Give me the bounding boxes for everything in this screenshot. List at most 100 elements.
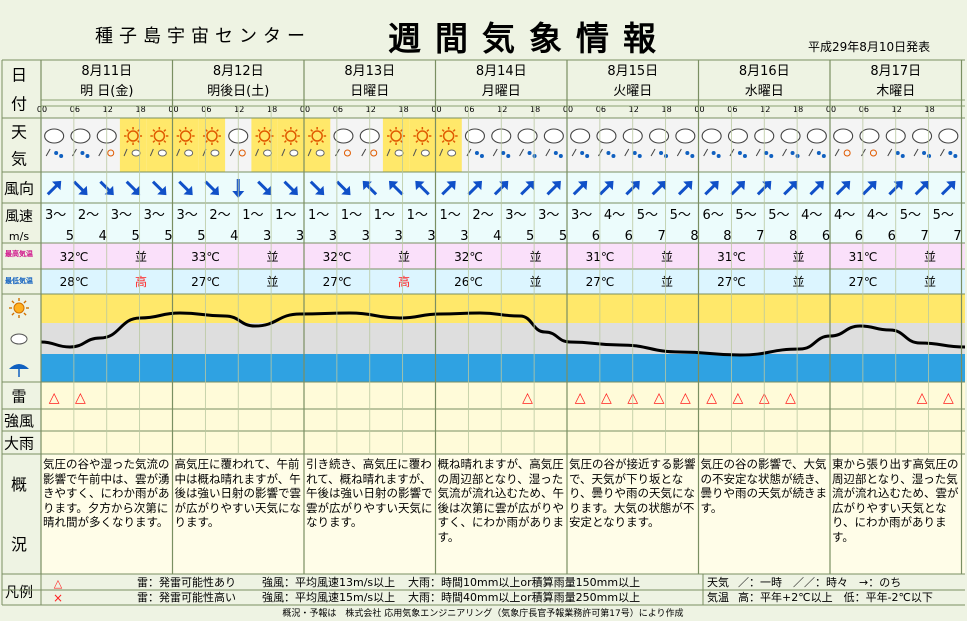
wind-speed-min: 1～ [341, 208, 362, 223]
wind-arrow-icon [309, 180, 325, 196]
hour-label: 18 [530, 105, 540, 114]
sky-condition-curve [40, 311, 966, 357]
overview-block: 気圧の谷が接近する影響で、天気が下り坂となり、曇りや雨の天気になります。大気の状… [569, 457, 696, 529]
cloud-rain-icon [570, 128, 591, 158]
wind-speed-max: 5 [131, 229, 139, 244]
heavy-row-bg [41, 431, 965, 454]
row-label-strong: 強風 [4, 412, 34, 430]
max-temp-eval: 並 [135, 250, 147, 264]
wind-speed-min: 1～ [242, 208, 263, 223]
rain-row-bg [41, 354, 965, 382]
wind-speed-max: 8 [723, 229, 731, 244]
wind-arrow-icon [467, 180, 483, 196]
max-temp-eval: 並 [792, 250, 804, 264]
max-temp-eval: 並 [529, 250, 541, 264]
wind-speed-min: 2～ [472, 208, 493, 223]
wind-speed-max: 7 [920, 229, 928, 244]
sun-band-icon [9, 298, 29, 318]
wind-speed-max: 6 [888, 229, 896, 244]
hour-label: 06 [333, 105, 343, 114]
wind-arrow-icon [599, 180, 614, 196]
legend-wind-2: 強風：平均風速15m/s以上 [262, 591, 395, 604]
wind-speed-max: 8 [690, 229, 698, 244]
cloud-rain-icon [701, 128, 722, 158]
wind-speed-max: 3 [427, 229, 435, 244]
temp-label: 最低気温 [5, 276, 33, 285]
day-weekday: 明 日(金) [80, 83, 133, 99]
wind-speed-max: 6 [855, 229, 863, 244]
wind-arrow-icon [125, 180, 141, 196]
hour-label: 00 [694, 105, 704, 114]
min-temp-eval: 高 [398, 274, 410, 289]
wind-arrow-icon [783, 180, 798, 196]
lightning-mark: △ [917, 390, 928, 406]
wind-arrow-icon [520, 180, 535, 196]
row-label-wind: 風向 [4, 180, 34, 198]
wind-speed-max: 5 [197, 229, 205, 244]
wind-arrow-icon [336, 180, 351, 196]
min-temp-eval: 並 [266, 275, 278, 289]
wind-speed-max: 8 [789, 229, 797, 244]
lightning-mark: △ [575, 390, 586, 406]
legend-cross: × [53, 591, 63, 605]
row-label-thunder: 雷 [11, 388, 26, 406]
max-temp-eval: 並 [398, 250, 410, 264]
row-label-heavy: 大雨 [4, 435, 34, 453]
wind-arrow-icon [283, 180, 298, 196]
wind-speed-max: 4 [493, 229, 501, 244]
cloud-rain-icon [44, 128, 65, 158]
overview-block: 引き続き、高気圧に覆われて、概ね晴れますが、午後は強い日射の影響で雲が広がりやす… [306, 457, 433, 530]
wind-speed-min: 4～ [867, 208, 888, 223]
sun-icon [146, 118, 173, 172]
wind-arrow-icon [730, 180, 746, 196]
wind-speed-min: 1～ [440, 208, 461, 223]
min-temp-eval: 並 [529, 275, 541, 289]
legend-temp-key: 気温 [707, 590, 729, 604]
wind-speed-min: 5～ [670, 208, 691, 223]
wind-speed-max: 4 [230, 229, 238, 244]
wind-speed-min: 4～ [801, 208, 822, 223]
wind-speed-max: 6 [822, 229, 830, 244]
min-temp-eval: 並 [924, 275, 936, 289]
wind-speed-max: 4 [99, 229, 107, 244]
sun-icon [435, 118, 462, 172]
wind-arrow-icon [677, 180, 693, 196]
issued-date: 平成29年8月10日発表 [808, 40, 931, 54]
overview-block: 気圧の谷の影響で、大気の不安定な状態が続き、曇りや雨の天気が続きます。 [701, 457, 828, 515]
wind-arrow-icon [704, 180, 719, 196]
day-date: 8月11日 [81, 64, 132, 79]
wind-speed-max: 6 [625, 229, 633, 244]
hour-label: 12 [366, 105, 376, 114]
sun-icon [172, 118, 199, 172]
day-date: 8月16日 [739, 64, 790, 79]
hour-label: 00 [563, 105, 573, 114]
hour-label: 12 [892, 105, 902, 114]
overview-block: 高気圧に覆われて、午前中は概ね晴れますが、午後は強い日射の影響で雲が広がりやすい… [175, 457, 302, 529]
sun-icon [198, 118, 226, 172]
max-temp-eval: 並 [266, 250, 278, 264]
legend-wind-1: 強風：平均風速13m/s以上 [262, 576, 395, 589]
wind-speed-min: 1～ [275, 208, 296, 223]
hour-label: 18 [267, 105, 277, 114]
legend-rain-1: 大雨：時間10mm以上or積算雨量150mm以上 [408, 575, 640, 589]
lightning-mark: △ [75, 390, 86, 406]
overview-text: 引き続き、高気圧に覆われて、概ね晴れますが、午後は強い日射の影響で雲が広がりやす… [306, 457, 433, 530]
lightning-mark: △ [733, 390, 744, 406]
wind-arrow-icon [388, 180, 404, 196]
wind-speed-max: 3 [296, 229, 304, 244]
wind-speed-min: 3～ [538, 208, 559, 223]
hour-label: 18 [136, 105, 146, 114]
overview-block: 気圧の谷や湿った気流の影響で午前中は、雲が湧きやすく、にわか雨があります。夕方か… [43, 457, 170, 529]
sun-icon [382, 118, 410, 172]
legend-weather-key: 天気 [707, 575, 729, 589]
hour-label: 00 [826, 105, 836, 114]
wind-arrow-icon [940, 180, 956, 196]
legend-lightning-1: 雷：発雷可能性あり [137, 575, 236, 589]
hour-label: 00 [431, 105, 441, 114]
thunder-row-bg [41, 382, 965, 409]
tmax-row-bg [41, 243, 965, 269]
wind-speed-min: 3～ [571, 208, 592, 223]
cloud-rain-icon [648, 128, 670, 158]
wind-speed-max: 3 [329, 229, 337, 244]
